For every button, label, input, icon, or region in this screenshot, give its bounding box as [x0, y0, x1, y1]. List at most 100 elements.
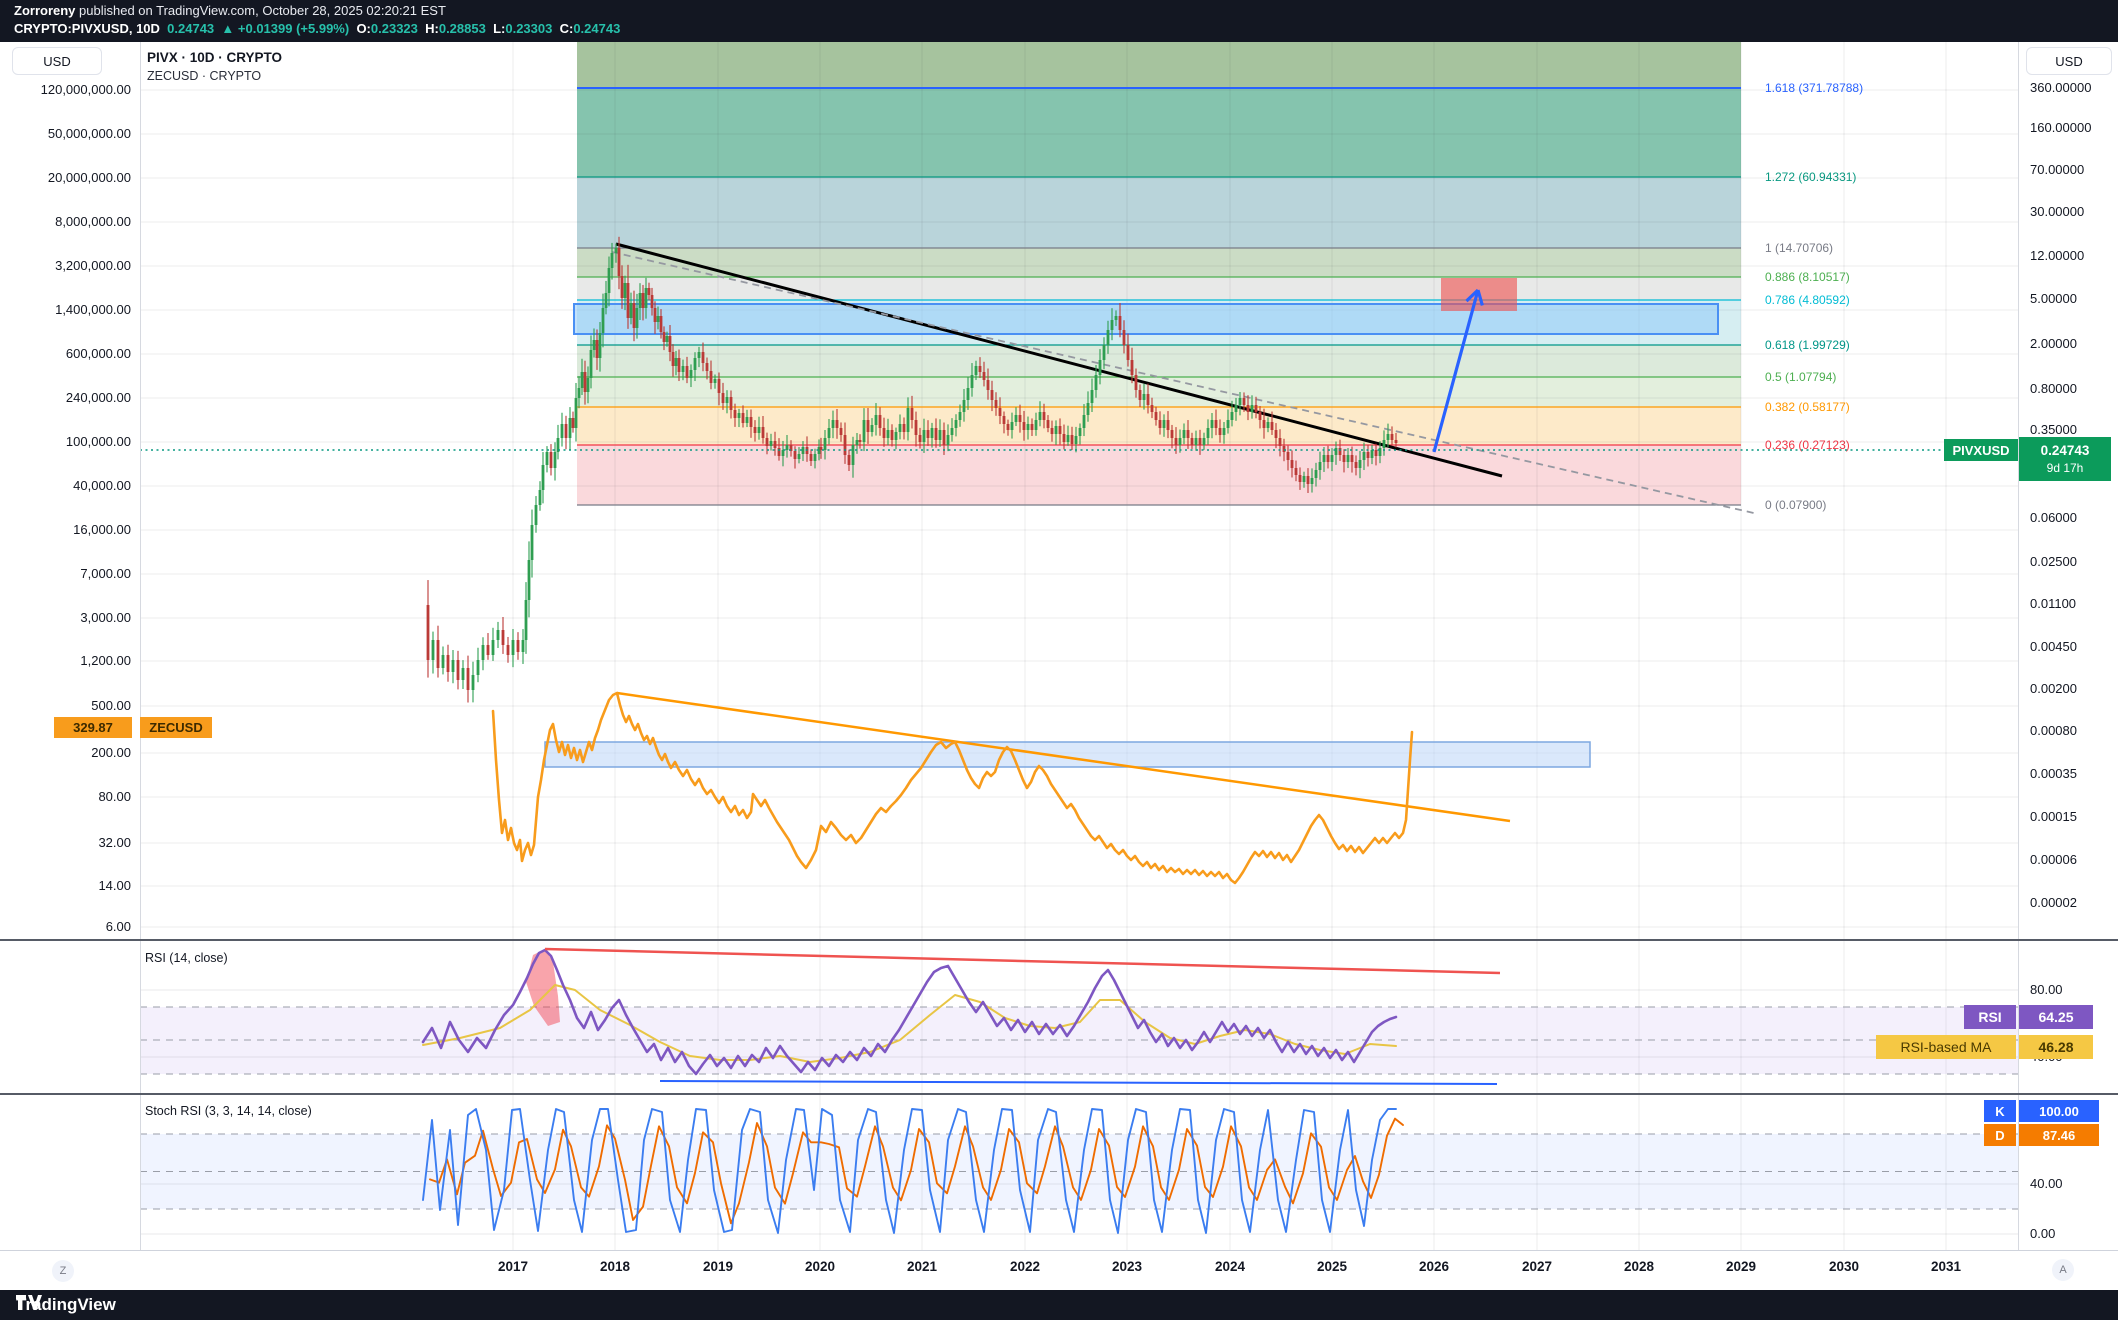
candle-body [1186, 430, 1190, 438]
fib-band [577, 177, 1741, 248]
year-label[interactable]: 2021 [906, 1259, 938, 1274]
candle-body [466, 668, 470, 690]
candle-body [835, 420, 839, 428]
left-axis-label: 16,000.00 [73, 522, 131, 537]
candle-body [862, 420, 866, 442]
timezone-button[interactable]: Z [52, 1260, 74, 1282]
pane-separator-rsi[interactable] [0, 939, 2118, 941]
tradingview-logo[interactable]: TradingView [16, 1295, 116, 1315]
time-axis[interactable]: 2017 2018 2019 2020 2021 2022 2023 2024 2025 2026… [0, 1250, 2118, 1291]
year-label[interactable]: 2030 [1828, 1259, 1860, 1274]
candle-body [1394, 440, 1398, 443]
left-axis-unit-button[interactable]: USD [12, 47, 102, 75]
candle-body [524, 600, 528, 640]
right-axis-unit-button[interactable]: USD [2026, 47, 2112, 75]
candle-body [898, 424, 902, 432]
candle-body [870, 425, 874, 432]
year-label[interactable]: 2020 [804, 1259, 836, 1274]
candle-body [986, 380, 990, 390]
candle-body [1346, 455, 1350, 462]
stoch-indicator-title[interactable]: Stoch RSI (3, 3, 14, 14, close) [145, 1104, 312, 1118]
left-axis-label: 240,000.00 [65, 390, 131, 405]
year-label[interactable]: 2029 [1725, 1259, 1757, 1274]
candle-body [659, 316, 663, 332]
candle-body [1266, 422, 1270, 428]
candle-body [1130, 360, 1134, 375]
bar-countdown: 9d 17h [2046, 461, 2084, 476]
candle-body [761, 427, 765, 438]
symbol-name: CRYPTO:PIVXUSD, 10D [14, 21, 160, 36]
right-axis-label: 0.80000 [2030, 381, 2077, 396]
candle-body [1034, 420, 1038, 430]
left-axis-label: 50,000,000.00 [47, 126, 131, 141]
fib-level-label: 0.382 (0.58177) [1765, 400, 1850, 414]
candle-body [1230, 412, 1234, 420]
main-series-legend[interactable]: PIVX · 10D · CRYPTO [147, 50, 283, 65]
candle-body [564, 424, 568, 438]
candle-body [541, 465, 545, 490]
candle-body [1322, 455, 1326, 462]
year-label[interactable]: 2019 [702, 1259, 734, 1274]
candle-body [501, 630, 505, 645]
year-label[interactable]: 2028 [1623, 1259, 1655, 1274]
stoch-d-line [429, 1117, 1404, 1225]
candle-body [1106, 330, 1110, 345]
candle-body [604, 293, 608, 308]
year-label[interactable]: 2017 [497, 1259, 529, 1274]
rsi-red-trendline [544, 947, 1501, 975]
right-axis-label: 5.00000 [2030, 291, 2077, 306]
candle-body [1366, 452, 1370, 458]
right-axis-label: 0.35000 [2030, 422, 2077, 437]
year-label[interactable]: 2031 [1930, 1259, 1962, 1274]
pane-separator-stoch[interactable] [0, 1093, 2118, 1095]
publish-header: Zorroreny published on TradingView.com, … [0, 0, 2118, 42]
candle-body [1246, 405, 1250, 412]
candle-body [560, 424, 564, 438]
candle-body [926, 430, 930, 438]
year-label[interactable]: 2023 [1111, 1259, 1143, 1274]
candle-body [1030, 424, 1034, 430]
candle-body [556, 438, 560, 452]
candle-body [1146, 394, 1150, 405]
zec-symbol-badge: ZECUSD [140, 717, 212, 738]
candle-body [607, 268, 611, 293]
left-axis-label: 32.00 [98, 835, 131, 850]
year-label[interactable]: 2018 [599, 1259, 631, 1274]
candle-body [693, 358, 697, 370]
candle-body [426, 605, 430, 660]
candle-body [1334, 448, 1338, 455]
candle-body [1214, 420, 1218, 428]
candle-body [839, 428, 843, 435]
candle-body [978, 366, 982, 372]
candle-body [1374, 450, 1378, 456]
overlay-series-legend[interactable]: ZECUSD · CRYPTO [147, 69, 262, 83]
candle-body [994, 400, 998, 408]
candle-body [1358, 460, 1362, 468]
candle-body [650, 295, 654, 308]
candle-body [1194, 438, 1198, 445]
candle-body [958, 412, 962, 420]
pivx-downtrend-dashed [611, 251, 1759, 515]
candle-body [1062, 434, 1066, 442]
candle-body [1298, 475, 1302, 482]
year-label[interactable]: 2024 [1214, 1259, 1246, 1274]
candle-body [626, 283, 630, 318]
candle-body [589, 350, 593, 378]
right-axis-label: 0.00006 [2030, 852, 2077, 867]
axis-settings-button[interactable]: A [2052, 1259, 2074, 1281]
candle-body [1294, 468, 1298, 475]
rsi-indicator-title[interactable]: RSI (14, close) [145, 951, 228, 965]
year-label[interactable]: 2026 [1418, 1259, 1450, 1274]
pivx-price-badge: 0.24743 9d 17h [2019, 437, 2111, 481]
price-change: ▲ +0.01399 (+5.99%) [221, 21, 350, 36]
year-label[interactable]: 2025 [1316, 1259, 1348, 1274]
open-value: 0.23323 [370, 21, 418, 36]
candle-body [1206, 428, 1210, 438]
candle-body [1158, 420, 1162, 428]
candle-body [781, 450, 785, 456]
year-label[interactable]: 2022 [1009, 1259, 1041, 1274]
fib-band [577, 445, 1741, 505]
candle-body [689, 370, 693, 378]
year-label[interactable]: 2027 [1521, 1259, 1553, 1274]
chart-canvas[interactable] [0, 0, 2118, 1250]
